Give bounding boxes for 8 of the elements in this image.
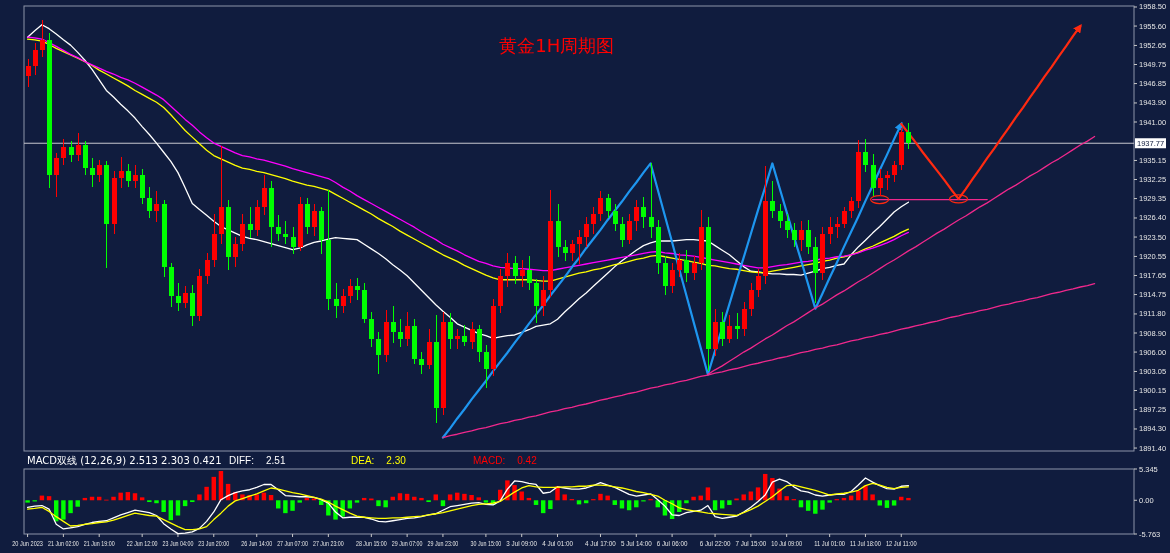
text: DEA: — [351, 455, 375, 466]
text: 2.30 — [386, 455, 407, 466]
chart-title: MACD双线 (12,26,9) 2.513 2.303 0.421 — [27, 455, 222, 466]
text: 2.51 — [266, 455, 286, 466]
text: 0.42 — [517, 455, 538, 466]
series-label: MACD: — [473, 455, 506, 466]
text: 黄金1H周期图 — [499, 35, 615, 56]
text: DIFF: — [229, 455, 254, 466]
